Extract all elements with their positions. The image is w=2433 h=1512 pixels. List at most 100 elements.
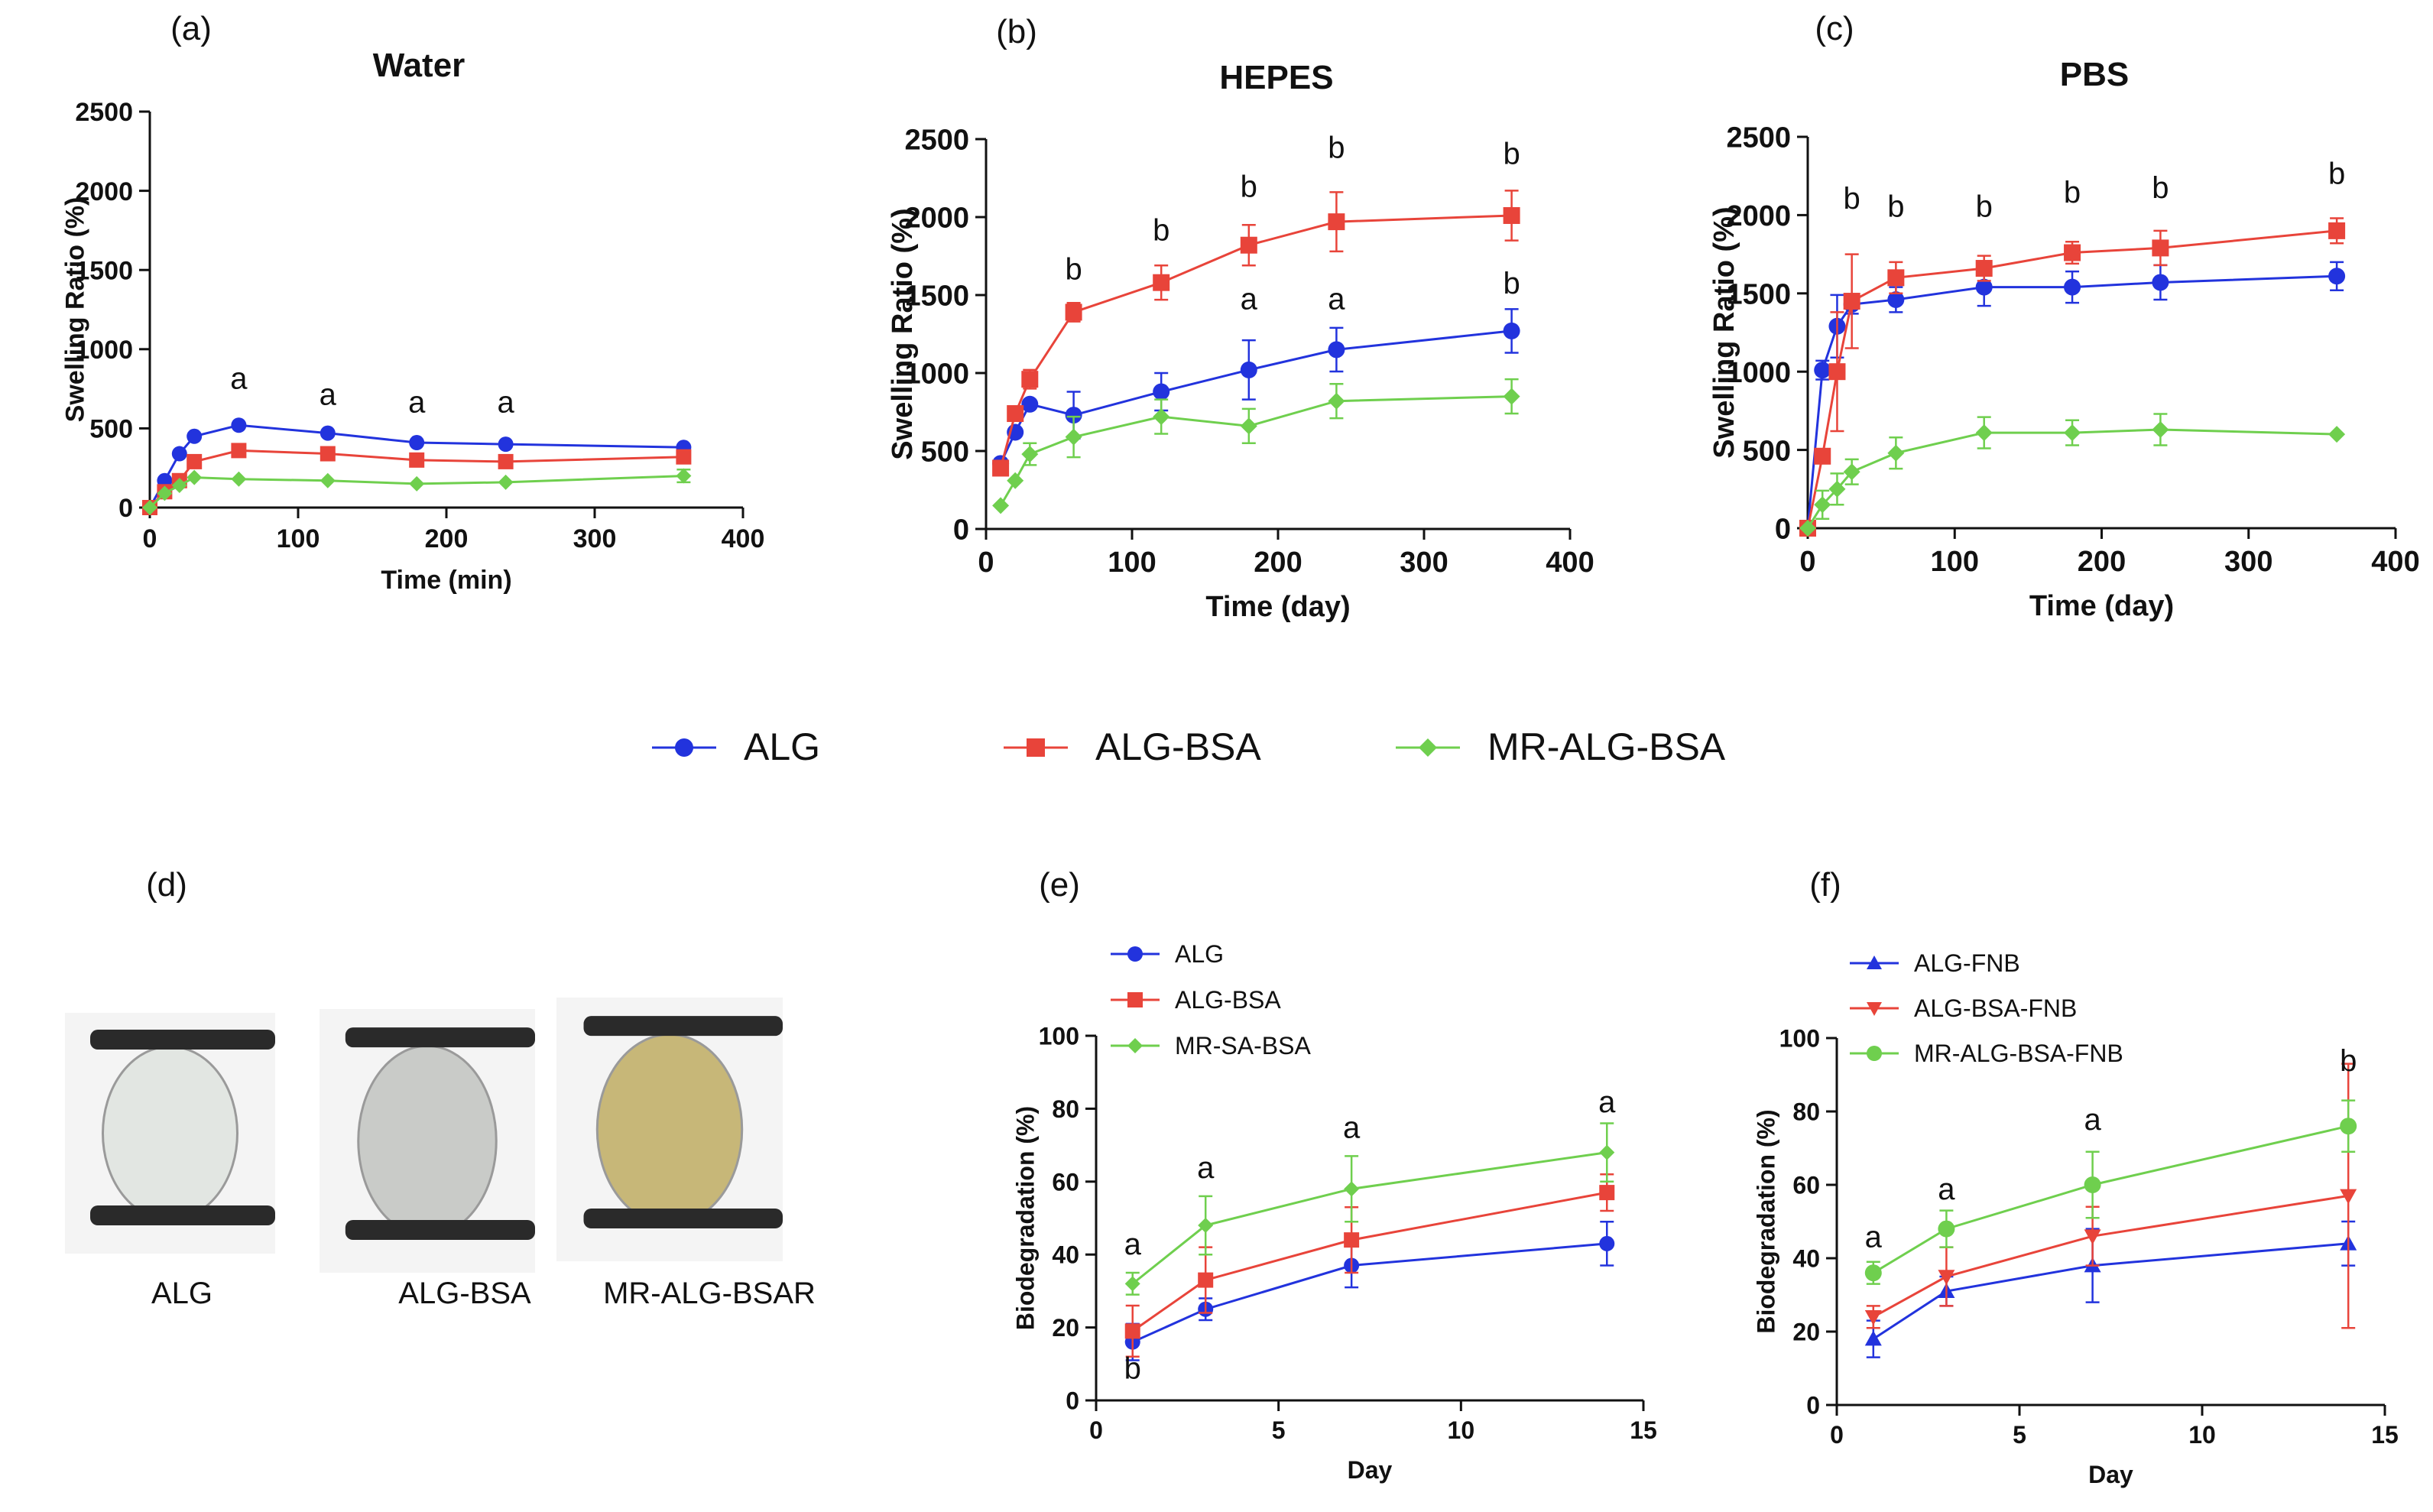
y-axis-label: Swelling Ratio (%) <box>887 208 919 459</box>
significance-label: a <box>1124 1228 1142 1261</box>
tweezer-jaw-bottom <box>90 1205 275 1225</box>
legend-label: ALG-BSA-FNB <box>1914 994 2077 1022</box>
data-point <box>1153 274 1170 291</box>
significance-label: b <box>1241 170 1257 203</box>
x-tick-label: 300 <box>2224 546 2272 578</box>
x-tick-label: 400 <box>1546 547 1594 579</box>
y-tick-label: 20 <box>1792 1319 1820 1346</box>
legend-item: MR-SA-BSA <box>1111 1032 1311 1059</box>
data-point <box>1599 1235 1615 1251</box>
gel-sample <box>357 1044 498 1238</box>
x-axis-label: Time (day) <box>2029 590 2174 622</box>
significance-label: b <box>1976 190 1993 223</box>
legend-label: ALG <box>1175 940 1224 968</box>
photo-caption: ALG <box>151 1277 212 1310</box>
y-axis-label: Biodegradation (%) <box>1011 1106 1039 1330</box>
y-axis-label: Biodegradation (%) <box>1752 1109 1779 1333</box>
legend-label: ALG-BSA <box>1175 986 1281 1014</box>
significance-label: a <box>320 378 337 411</box>
data-point <box>1864 1264 1882 1282</box>
x-tick-label: 15 <box>1630 1416 1657 1444</box>
data-point <box>1938 1220 1955 1238</box>
tweezer-jaw-bottom <box>583 1209 783 1228</box>
data-point <box>1828 480 1846 498</box>
series-line <box>1131 1191 1607 1332</box>
sample-photo-3: MR-ALG-BSAR <box>556 998 816 1310</box>
data-point <box>2064 424 2081 442</box>
significance-label: a <box>230 362 248 396</box>
series-ALG <box>992 308 1520 472</box>
data-point <box>231 471 247 487</box>
series-line <box>1806 274 2337 529</box>
series-line <box>1131 1151 1607 1285</box>
data-point <box>1021 371 1039 388</box>
data-point <box>1153 408 1170 426</box>
x-tick-label: 400 <box>722 524 765 553</box>
y-tick-label: 20 <box>1052 1314 1079 1342</box>
y-tick-label: 60 <box>1052 1168 1079 1196</box>
x-axis-label: Time (min) <box>381 566 511 595</box>
data-point <box>498 474 514 490</box>
shared-legend-item: ALG-BSA <box>1004 725 1261 768</box>
data-point <box>2152 274 2169 291</box>
data-point <box>1344 1232 1360 1248</box>
y-tick-label: 2000 <box>904 203 969 235</box>
legend-label: MR-SA-BSA <box>1175 1032 1311 1059</box>
y-tick-label: 2500 <box>904 125 969 157</box>
data-point <box>1240 236 1257 254</box>
data-point <box>1328 341 1345 359</box>
chart-legend: ALG-FNB ALG-BSA-FNB MR-ALG-BSA-FNB <box>1850 949 2123 1067</box>
series-line <box>1873 1124 2349 1274</box>
data-point <box>676 468 692 484</box>
x-axis-label: Time (day) <box>1205 591 1350 623</box>
data-point <box>1887 444 1905 462</box>
x-tick-label: 10 <box>1448 1416 1475 1444</box>
y-tick-label: 2000 <box>75 177 133 206</box>
y-tick-label: 100 <box>1039 1023 1079 1050</box>
data-point <box>1065 303 1082 321</box>
data-point <box>1065 428 1082 446</box>
x-axis-label: Day <box>1348 1456 1393 1484</box>
series-ALG-FNB <box>1864 1220 2357 1358</box>
data-point <box>1198 1218 1214 1234</box>
data-point <box>992 497 1010 514</box>
x-tick-label: 0 <box>1089 1416 1103 1444</box>
data-point <box>1799 520 1816 537</box>
series-line <box>999 329 1512 464</box>
data-point <box>1021 395 1039 413</box>
x-tick-label: 15 <box>2371 1421 2399 1449</box>
legend-marker <box>1867 1046 1882 1061</box>
x-axis-label: Day <box>2088 1461 2133 1488</box>
y-tick-label: 60 <box>1792 1172 1820 1199</box>
y-axis-label: Swelling Ratio (%) <box>1708 206 1740 458</box>
significance-label: b <box>2328 157 2345 190</box>
legend-item: ALG-BSA <box>1111 986 1281 1014</box>
data-point <box>1240 361 1257 378</box>
photo-caption: MR-ALG-BSAR <box>603 1277 816 1310</box>
data-point <box>2064 244 2081 261</box>
series-line <box>1872 1242 2349 1340</box>
data-point <box>1503 388 1520 405</box>
data-point <box>1240 417 1257 435</box>
x-tick-label: 5 <box>2013 1421 2026 1449</box>
significance-label: b <box>1503 138 1520 171</box>
data-point <box>2328 268 2346 285</box>
data-point <box>2328 222 2346 239</box>
legend-marker <box>1867 1002 1882 1016</box>
series-MR-SA-BSA <box>1124 1122 1615 1296</box>
data-point <box>1864 1310 1882 1325</box>
data-point <box>1814 447 1831 465</box>
legend-label: ALG <box>744 725 820 768</box>
significance-label: a <box>2084 1103 2101 1137</box>
chart-panel-f: (f) 0 20 40 60 80 100 0 5 10 15 Day Biodegradation (… <box>1752 866 2398 1488</box>
shared-legend-item: ALG <box>652 725 820 768</box>
legend-item: ALG-FNB <box>1850 949 2020 977</box>
data-point <box>1021 446 1039 463</box>
significance-label: b <box>1887 190 1904 223</box>
data-point <box>1328 392 1345 410</box>
x-tick-label: 200 <box>1254 547 1302 579</box>
data-point <box>992 459 1010 477</box>
chart-title: Water <box>373 47 466 84</box>
y-tick-label: 40 <box>1052 1241 1079 1269</box>
y-tick-label: 500 <box>1743 435 1791 467</box>
